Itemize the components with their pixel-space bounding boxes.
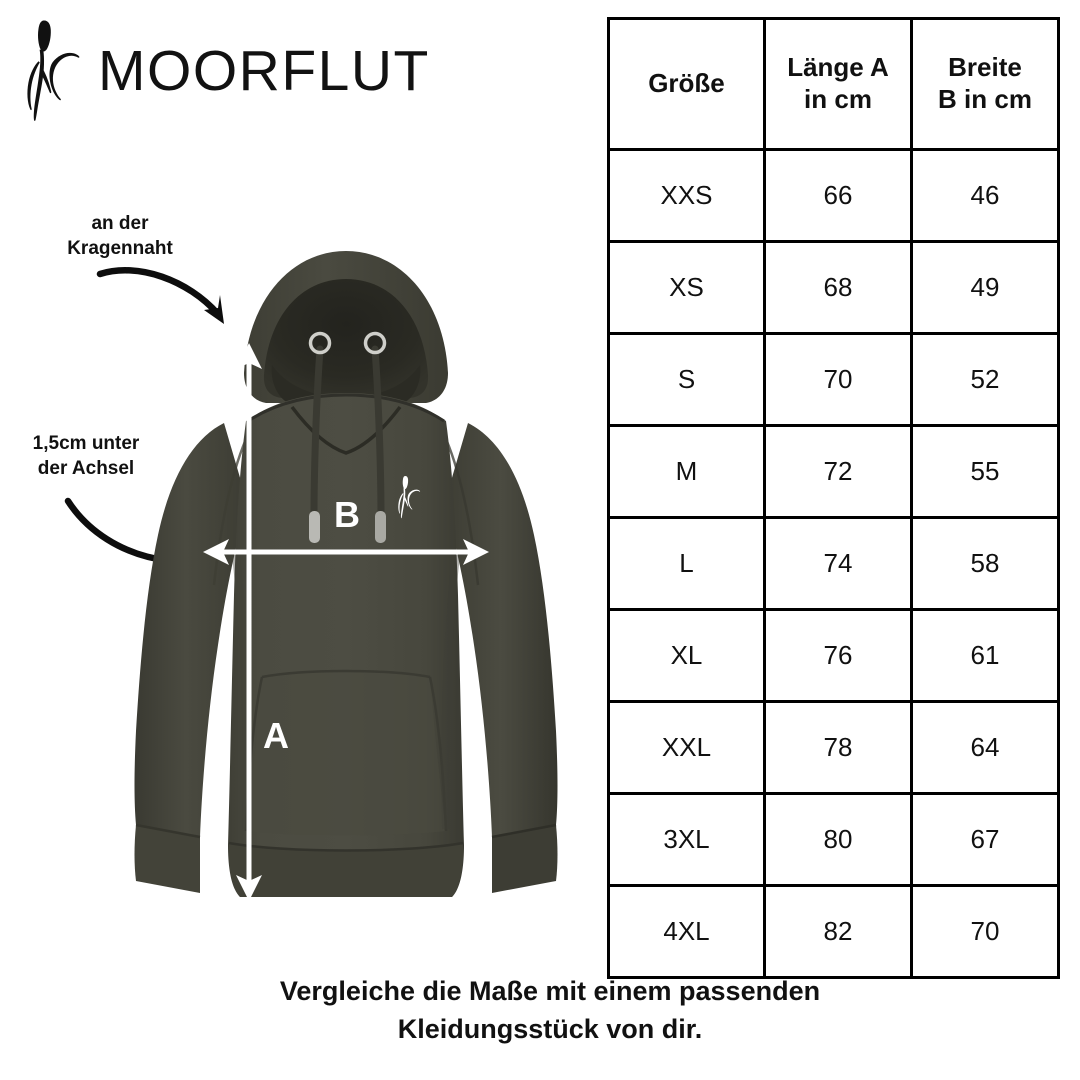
table-row: 4XL 82 70 [607,884,1060,979]
cell-length: 76 [763,608,913,703]
hoodie-illustration [134,251,558,897]
cell-width: 52 [910,332,1060,427]
measure-label-a: A [263,715,289,756]
hoodie-body [228,393,464,897]
chest-logo-icon [398,476,421,519]
table-row: XXS 66 46 [607,148,1060,243]
cell-size: XXS [607,148,766,243]
cell-width: 58 [910,516,1060,611]
size-chart-table: Größe Länge A in cm Breite B in cm XXS 66… [607,17,1060,979]
hood [244,251,448,407]
cell-length: 68 [763,240,913,335]
cell-size: XXL [607,700,766,795]
header-length: Länge A in cm [763,17,913,151]
cell-size: XS [607,240,766,335]
cell-length: 78 [763,700,913,795]
cell-width: 46 [910,148,1060,243]
table-header-row: Größe Länge A in cm Breite B in cm [607,17,1060,151]
cell-length: 80 [763,792,913,887]
right-sleeve [444,423,558,893]
annotation-collar-seam: an der Kragennaht [67,213,173,260]
cell-size: S [607,332,766,427]
table-row: XS 68 49 [607,240,1060,335]
table-row: M 72 55 [607,424,1060,519]
cell-size: 3XL [607,792,766,887]
cell-length: 70 [763,332,913,427]
cell-size: L [607,516,766,611]
table-row: L 74 58 [607,516,1060,611]
cell-width: 70 [910,884,1060,979]
table-row: XXL 78 64 [607,700,1060,795]
cell-length: 82 [763,884,913,979]
brand-name: MOORFLUT [98,38,430,103]
measure-label-b: B [334,494,360,535]
left-sleeve [134,423,248,893]
cell-length: 74 [763,516,913,611]
table-row: 3XL 80 67 [607,792,1060,887]
cell-size: M [607,424,766,519]
grommet-left-icon [308,331,332,355]
drawstrings [308,331,387,543]
table-row: XL 76 61 [607,608,1060,703]
cell-width: 49 [910,240,1060,335]
grommet-right-icon [363,331,387,355]
cell-width: 64 [910,700,1060,795]
cell-length: 66 [763,148,913,243]
brand-logo: MOORFLUT [22,18,430,124]
cell-width: 67 [910,792,1060,887]
cell-width: 61 [910,608,1060,703]
header-width: Breite B in cm [910,17,1060,151]
cattail-reed-icon [27,20,80,121]
header-size: Größe [607,17,766,151]
cell-size: XL [607,608,766,703]
table-row: S 70 52 [607,332,1060,427]
footer-caption: Vergleiche die Maße mit einem passenden … [279,976,821,1045]
cell-length: 72 [763,424,913,519]
cell-size: 4XL [607,884,766,979]
annotation-armpit-measure: 1,5cm unter der Achsel [32,433,140,480]
cell-width: 55 [910,424,1060,519]
collar-pointer-arrow-icon [96,267,224,324]
